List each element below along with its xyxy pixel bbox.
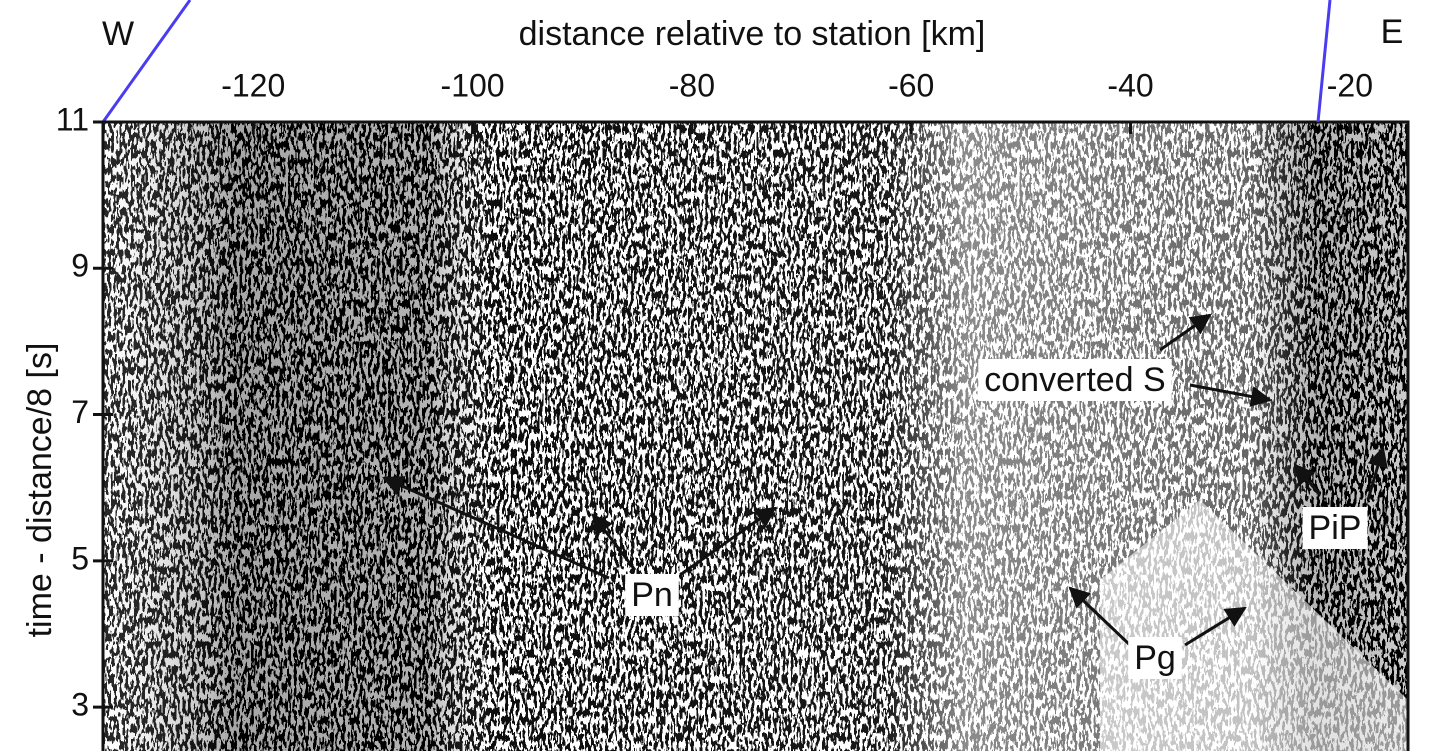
record-section bbox=[103, 122, 1408, 751]
guide-line bbox=[1316, 0, 1332, 123]
arrow bbox=[1366, 445, 1388, 501]
x-tick-label: -100 bbox=[441, 67, 505, 103]
annotation: Pn bbox=[631, 576, 673, 614]
x-tick-label: -40 bbox=[1107, 67, 1153, 103]
annotation: PiP bbox=[1309, 509, 1362, 547]
x-tick-label: -120 bbox=[221, 67, 285, 103]
y-tick-label: 9 bbox=[71, 248, 89, 284]
arrow bbox=[1184, 606, 1247, 647]
y-tick-label: 5 bbox=[71, 540, 89, 576]
arrow bbox=[591, 513, 637, 571]
x-tick-label: -60 bbox=[888, 67, 934, 103]
arrow bbox=[382, 476, 610, 580]
y-axis-label: time - distance/8 [s] bbox=[21, 343, 59, 638]
guide-line bbox=[101, 0, 192, 123]
arrow bbox=[679, 506, 777, 577]
annotation: Pg bbox=[1134, 639, 1176, 677]
pre-arrival-zone bbox=[1100, 500, 1408, 751]
annotation-box bbox=[1128, 636, 1182, 679]
west-label: W bbox=[102, 15, 134, 53]
arrow bbox=[1293, 463, 1322, 496]
annotation-box bbox=[625, 573, 679, 616]
x-axis-label: distance relative to station [km] bbox=[519, 15, 986, 53]
plot-frame bbox=[101, 120, 1410, 751]
x-tick-label: -80 bbox=[669, 67, 715, 103]
east-label: E bbox=[1381, 13, 1404, 51]
arrow bbox=[1189, 383, 1273, 407]
y-tick-label: 11 bbox=[56, 101, 89, 137]
arrow bbox=[1068, 586, 1132, 647]
annotation: converted S bbox=[984, 361, 1165, 399]
annotation-box bbox=[1302, 506, 1368, 549]
y-tick-label: 7 bbox=[71, 394, 89, 430]
annotation-box bbox=[978, 358, 1172, 401]
arrow bbox=[1159, 313, 1212, 352]
x-tick-label: -20 bbox=[1327, 67, 1373, 103]
y-tick-label: 3 bbox=[71, 687, 89, 723]
